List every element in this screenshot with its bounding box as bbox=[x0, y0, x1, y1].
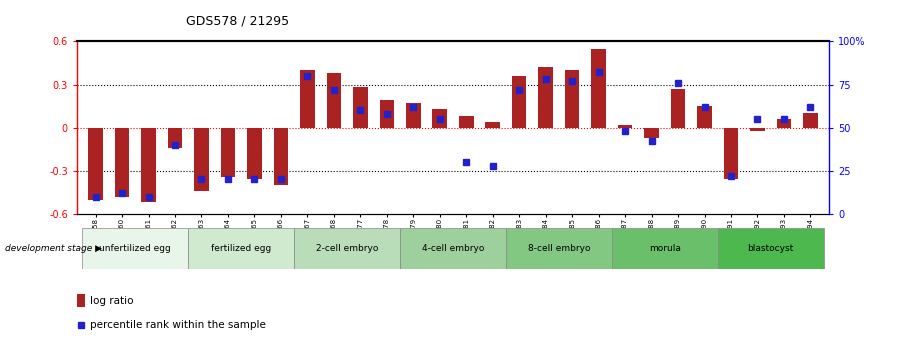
Text: 2-cell embryo: 2-cell embryo bbox=[316, 244, 379, 253]
Bar bbox=[274, 128, 288, 185]
Bar bbox=[353, 87, 368, 128]
Bar bbox=[300, 70, 314, 128]
Bar bbox=[188, 228, 294, 269]
Text: 4-cell embryo: 4-cell embryo bbox=[422, 244, 484, 253]
Bar bbox=[221, 128, 236, 177]
Bar bbox=[326, 73, 342, 128]
Text: log ratio: log ratio bbox=[90, 296, 133, 306]
Bar bbox=[538, 67, 553, 128]
Bar bbox=[168, 128, 182, 148]
Bar bbox=[77, 294, 85, 307]
Bar bbox=[512, 76, 526, 128]
Bar bbox=[88, 128, 102, 199]
Bar bbox=[776, 119, 791, 128]
Bar bbox=[459, 116, 474, 128]
Bar bbox=[618, 125, 632, 128]
Text: development stage ▶: development stage ▶ bbox=[5, 244, 101, 253]
Bar bbox=[141, 128, 156, 203]
Bar bbox=[718, 228, 824, 269]
Bar bbox=[750, 128, 765, 130]
Text: GDS578 / 21295: GDS578 / 21295 bbox=[186, 14, 289, 28]
Bar bbox=[115, 128, 130, 197]
Text: unfertilized egg: unfertilized egg bbox=[100, 244, 171, 253]
Bar bbox=[724, 128, 738, 179]
Bar bbox=[400, 228, 506, 269]
Bar bbox=[506, 228, 612, 269]
Text: fertilized egg: fertilized egg bbox=[211, 244, 271, 253]
Bar bbox=[82, 228, 188, 269]
Text: percentile rank within the sample: percentile rank within the sample bbox=[90, 320, 265, 330]
Bar bbox=[698, 106, 712, 128]
Text: blastocyst: blastocyst bbox=[747, 244, 794, 253]
Text: 8-cell embryo: 8-cell embryo bbox=[527, 244, 590, 253]
Bar bbox=[486, 122, 500, 128]
Bar bbox=[564, 70, 580, 128]
Bar bbox=[194, 128, 208, 191]
Bar bbox=[380, 100, 394, 128]
Bar bbox=[294, 228, 400, 269]
Bar bbox=[432, 109, 447, 128]
Bar bbox=[592, 49, 606, 128]
Text: morula: morula bbox=[649, 244, 680, 253]
Bar bbox=[644, 128, 659, 138]
Bar bbox=[247, 128, 262, 179]
Bar bbox=[804, 113, 818, 128]
Bar bbox=[406, 103, 420, 128]
Bar bbox=[670, 89, 685, 128]
Bar bbox=[612, 228, 718, 269]
